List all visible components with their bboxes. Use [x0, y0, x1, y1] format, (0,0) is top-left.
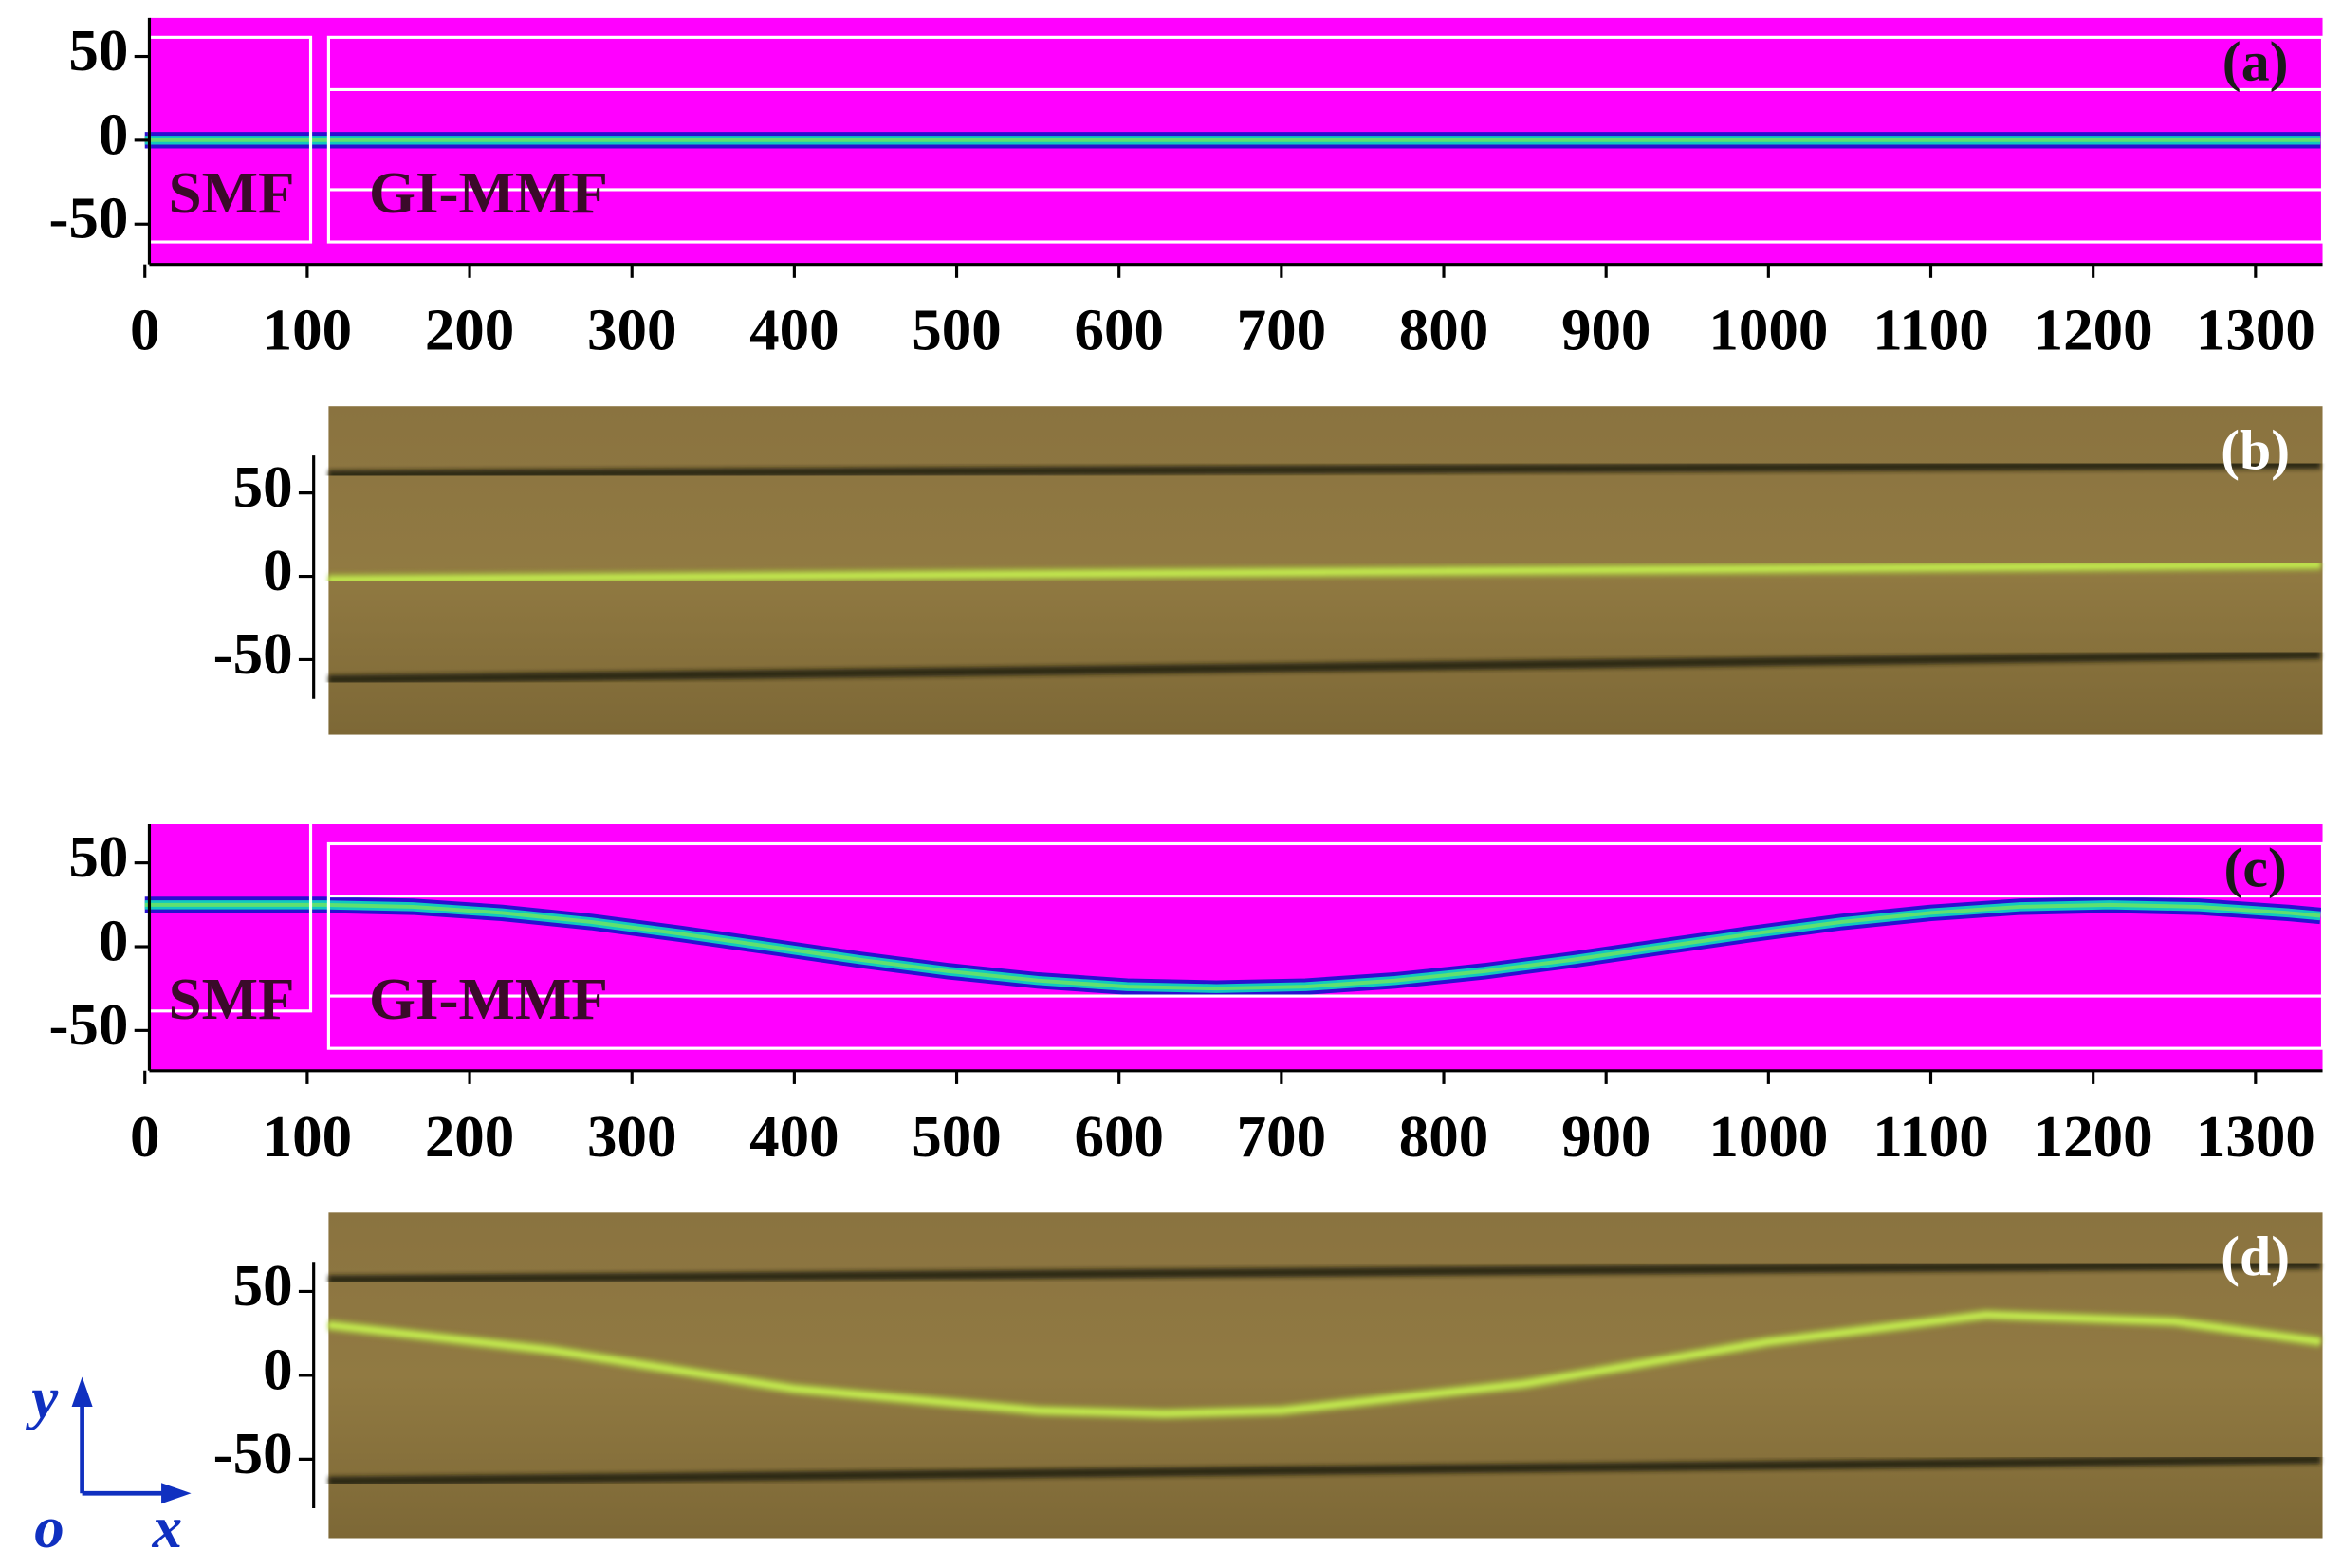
icon-y: y — [25, 1364, 59, 1430]
y-tick-label: 50 — [68, 17, 128, 83]
x-tick-label: 1200 — [2034, 1103, 2153, 1170]
x-tick-label: 500 — [912, 297, 1001, 363]
x-tick-label: 100 — [263, 297, 352, 363]
x-tick-label: 0 — [130, 297, 159, 363]
panel: (b) -50 0 50 — [213, 406, 2323, 735]
x-tick-label: 600 — [1074, 297, 1163, 363]
x-tick-label: 600 — [1074, 1103, 1163, 1170]
x-tick-label: 1300 — [2196, 1103, 2315, 1170]
x-tick-label: 1100 — [1872, 297, 1988, 363]
x-tick-label: 1300 — [2196, 297, 2315, 363]
y-tick-label: -50 — [48, 991, 128, 1058]
x-tick-label: 500 — [912, 1103, 1001, 1170]
field-background — [149, 824, 2323, 1071]
gi-mmf-outline — [326, 35, 2325, 244]
x-tick-label: 1000 — [1708, 1103, 1828, 1170]
x-tick-label: 0 — [130, 1103, 159, 1170]
axes-icon: y x o — [25, 1364, 192, 1560]
x-tick-label: 200 — [425, 1103, 514, 1170]
icon-origin: o — [34, 1494, 64, 1560]
panel: (d) -50 0 50 — [213, 1212, 2323, 1539]
cladding-edge — [328, 1454, 2321, 1486]
y-tick-label: 0 — [263, 537, 292, 603]
panel-label: (a) — [2222, 30, 2289, 93]
x-tick-label: 1100 — [1872, 1103, 1988, 1170]
x-tick-label: 700 — [1237, 297, 1326, 363]
x-tick-label: 1000 — [1708, 297, 1828, 363]
annotation: SMF — [169, 966, 295, 1032]
y-tick-label: -50 — [48, 185, 128, 251]
panel: SMF GI-MMF(a)0 100 200 300 400 500 600 700 800 900… — [48, 17, 2325, 363]
beam — [327, 1312, 2321, 1417]
x-tick-label: 300 — [587, 1103, 676, 1170]
y-tick-label: 0 — [99, 101, 128, 167]
cladding-edge — [328, 1260, 2321, 1284]
x-tick-label: 100 — [263, 1103, 352, 1170]
y-tick-label: 0 — [263, 1336, 292, 1402]
photo-background — [328, 1212, 2323, 1539]
x-tick-label: 800 — [1399, 297, 1488, 363]
icon-arrow — [161, 1483, 192, 1504]
x-tick-label: 1200 — [2034, 297, 2153, 363]
x-tick-label: 900 — [1561, 297, 1650, 363]
cladding-edge — [328, 460, 2321, 480]
y-tick-label: 0 — [99, 907, 128, 973]
x-tick-label: 900 — [1561, 1103, 1650, 1170]
y-tick-label: -50 — [213, 620, 293, 687]
panel-label: (b) — [2221, 418, 2290, 481]
y-tick-label: 50 — [68, 823, 128, 890]
beam — [144, 902, 2321, 991]
panel-label: (d) — [2221, 1225, 2290, 1287]
annotation: GI-MMF — [369, 966, 608, 1032]
annotation: SMF — [169, 159, 295, 226]
gi-mmf-outline — [326, 841, 2325, 1050]
annotation: GI-MMF — [369, 159, 608, 226]
x-tick-label: 400 — [749, 1103, 839, 1170]
x-tick-label: 300 — [587, 297, 676, 363]
y-tick-label: 50 — [233, 1252, 293, 1319]
x-tick-label: 700 — [1237, 1103, 1326, 1170]
icon-arrow — [71, 1376, 93, 1407]
x-tick-label: 800 — [1399, 1103, 1488, 1170]
y-tick-label: 50 — [233, 453, 293, 520]
panel-label: (c) — [2223, 837, 2286, 899]
y-tick-label: -50 — [213, 1420, 293, 1486]
icon-x: x — [152, 1494, 182, 1560]
cladding-edge — [328, 650, 2321, 685]
x-tick-label: 200 — [425, 297, 514, 363]
beam — [328, 562, 2321, 583]
smf-outline — [149, 824, 313, 1013]
x-tick-label: 400 — [749, 297, 839, 363]
panel: SMF GI-MMF(c)0 100 200 300 400 500 600 700 800 900… — [48, 823, 2325, 1170]
